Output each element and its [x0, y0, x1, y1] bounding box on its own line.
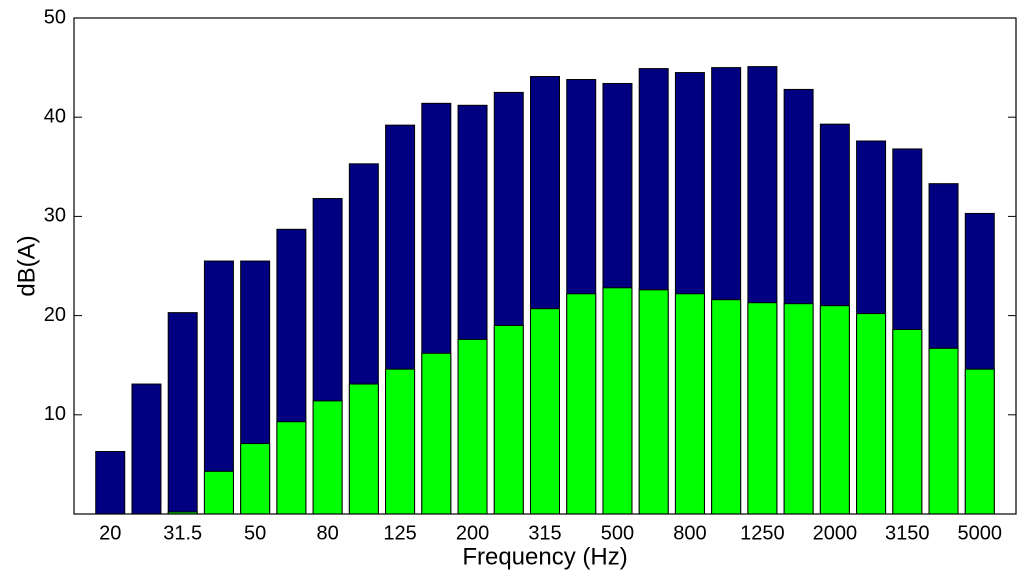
x-tick-label: 31.5	[163, 522, 202, 544]
bar	[530, 308, 560, 515]
x-tick-label: 800	[673, 522, 706, 544]
bar	[783, 303, 814, 515]
x-tick-label: 2000	[813, 522, 858, 544]
bar	[348, 383, 379, 515]
bar	[240, 443, 271, 515]
bar	[928, 347, 959, 515]
x-tick-label: 5000	[958, 522, 1003, 544]
y-axis-title: dB(A)	[13, 235, 40, 296]
x-tick-label: 315	[528, 522, 561, 544]
x-axis-title: Frequency (Hz)	[462, 543, 627, 570]
bar	[131, 383, 162, 515]
bar	[95, 451, 126, 515]
bar	[421, 352, 452, 515]
plot-frame	[73, 17, 1017, 515]
y-tick-label: 20	[44, 304, 66, 326]
y-tick-label: 30	[44, 205, 66, 227]
bar	[276, 421, 307, 515]
x-tick-label: 125	[383, 522, 416, 544]
bar	[638, 289, 669, 515]
bar	[385, 368, 416, 515]
bar	[856, 313, 887, 515]
bar	[457, 338, 488, 515]
x-tick-label: 500	[601, 522, 634, 544]
x-tick-label: 3150	[885, 522, 930, 544]
y-tick-label: 10	[44, 403, 66, 425]
bar	[747, 302, 778, 515]
bar	[602, 287, 633, 515]
bar	[203, 470, 234, 515]
bar	[964, 368, 995, 515]
bar	[892, 328, 923, 515]
x-tick-label: 80	[316, 522, 338, 544]
bar	[566, 293, 597, 515]
x-tick-label: 20	[99, 522, 121, 544]
bar	[493, 325, 524, 515]
bar	[312, 400, 343, 515]
x-tick-label: 200	[456, 522, 489, 544]
y-tick-label: 40	[44, 105, 66, 127]
x-tick-label: 1250	[740, 522, 785, 544]
bar	[819, 305, 850, 515]
x-tick-label: 50	[244, 522, 266, 544]
y-tick-label: 50	[44, 6, 66, 28]
bar	[711, 299, 742, 515]
bar	[167, 312, 198, 515]
bar	[674, 293, 705, 515]
